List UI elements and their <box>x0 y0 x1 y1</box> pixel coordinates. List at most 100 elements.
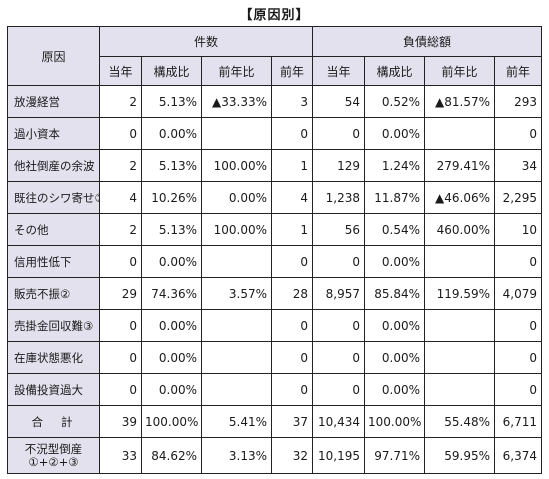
cell-debt-previous: 10 <box>494 213 543 246</box>
header-count-current: 当年 <box>99 56 142 86</box>
cell-count-yoy: 5.41% <box>201 405 272 438</box>
cell-debt-current: 54 <box>312 85 366 118</box>
header-debt-previous: 前年 <box>494 56 543 86</box>
cell-debt-yoy: 59.95% <box>424 437 496 474</box>
cell-debt-previous: 293 <box>494 85 543 118</box>
row-cause-label: 放漫経営 <box>7 85 100 118</box>
cell-count-ratio: 0.00% <box>141 373 202 406</box>
cell-count-yoy <box>201 245 272 278</box>
table-row: 売掛金回収難③ 0 0.00% 0 0 0.00% 0 <box>7 309 543 342</box>
cell-count-ratio: 5.13% <box>141 149 202 182</box>
cell-debt-previous: 6,711 <box>494 405 543 438</box>
cell-count-ratio: 100.00% <box>141 405 202 438</box>
cell-count-previous: 0 <box>270 309 314 342</box>
cell-debt-yoy: ▲81.57% <box>424 85 496 118</box>
cell-debt-ratio: 100.00% <box>364 405 426 438</box>
cell-debt-yoy: 279.41% <box>424 149 496 182</box>
cell-debt-previous: 0 <box>494 341 543 374</box>
cell-count-yoy: 100.00% <box>201 213 272 246</box>
cell-count-yoy <box>201 341 272 374</box>
cell-count-current: 0 <box>99 245 142 278</box>
cell-count-current: 2 <box>99 213 142 246</box>
cell-debt-current: 0 <box>312 373 366 406</box>
cell-count-yoy <box>201 373 272 406</box>
cell-count-current: 39 <box>99 405 142 438</box>
cell-count-previous: 4 <box>270 181 314 214</box>
cell-count-yoy: 3.13% <box>201 437 272 474</box>
table-row: 他社倒産の余波 2 5.13% 100.00% 1 129 1.24% 279.41% 34 <box>7 149 543 182</box>
cell-debt-yoy <box>424 341 496 374</box>
row-cause-label: 売掛金回収難③ <box>7 309 100 342</box>
cell-debt-yoy <box>424 117 496 150</box>
row-cause-label: 過小資本 <box>7 117 100 150</box>
cell-debt-previous: 34 <box>494 149 543 182</box>
cell-debt-ratio: 0.00% <box>364 245 426 278</box>
cell-debt-ratio: 0.00% <box>364 309 426 342</box>
row-cause-label: 設備投資過大 <box>7 373 100 406</box>
cell-count-ratio: 0.00% <box>141 309 202 342</box>
cell-debt-yoy: 460.00% <box>424 213 496 246</box>
header-debt-ratio: 構成比 <box>364 56 426 86</box>
header-cause: 原因 <box>7 26 100 86</box>
table-row: 販売不振② 29 74.36% 3.57% 28 8,957 85.84% 119.59% 4,… <box>7 277 543 310</box>
cell-debt-yoy <box>424 309 496 342</box>
table-row: 合計 39 100.00% 5.41% 37 10,434 100.00% 55.48% 6,7… <box>7 405 543 438</box>
cell-count-ratio: 0.00% <box>141 341 202 374</box>
cell-debt-current: 0 <box>312 341 366 374</box>
cell-debt-ratio: 11.87% <box>364 181 426 214</box>
cell-debt-ratio: 0.00% <box>364 117 426 150</box>
row-cause-label: 既往のシワ寄せ① <box>7 181 100 214</box>
row-cause-label: 販売不振② <box>7 277 100 310</box>
cell-debt-current: 129 <box>312 149 366 182</box>
table-row: 既往のシワ寄せ① 4 10.26% 0.00% 4 1,238 11.87% ▲46.06% 2… <box>7 181 543 214</box>
cell-debt-ratio: 0.00% <box>364 373 426 406</box>
cell-debt-ratio: 0.54% <box>364 213 426 246</box>
cause-breakdown-table: 原因 件数 負債総額 当年 構成比 前年比 前年 当年 構成比 前年比 前年 放… <box>7 26 543 474</box>
table-row: 設備投資過大 0 0.00% 0 0 0.00% 0 <box>7 373 543 406</box>
cell-debt-previous: 0 <box>494 245 543 278</box>
cell-count-ratio: 10.26% <box>141 181 202 214</box>
header-count-group: 件数 <box>98 26 314 57</box>
cell-count-current: 0 <box>99 117 142 150</box>
cell-debt-previous: 2,295 <box>494 181 543 214</box>
cell-count-previous: 28 <box>270 277 314 310</box>
cell-debt-current: 8,957 <box>312 277 366 310</box>
table-row: 信用性低下 0 0.00% 0 0 0.00% 0 <box>7 245 543 278</box>
header-debt-current: 当年 <box>312 56 366 86</box>
cell-count-previous: 32 <box>270 437 314 474</box>
cell-debt-yoy <box>424 373 496 406</box>
cell-count-current: 33 <box>99 437 142 474</box>
cell-count-current: 29 <box>99 277 142 310</box>
header-count-yoy: 前年比 <box>201 56 272 86</box>
row-cause-label: 信用性低下 <box>7 245 100 278</box>
header-count-ratio: 構成比 <box>141 56 202 86</box>
cell-count-current: 0 <box>99 341 142 374</box>
table-row: 不況型倒産 ①+②+③ 33 84.62% 3.13% 32 10,195 97.71% 59.… <box>7 437 543 474</box>
cell-count-current: 2 <box>99 85 142 118</box>
cell-count-current: 4 <box>99 181 142 214</box>
cell-debt-current: 0 <box>312 309 366 342</box>
table-row: 過小資本 0 0.00% 0 0 0.00% 0 <box>7 117 543 150</box>
cell-debt-ratio: 1.24% <box>364 149 426 182</box>
table-row: 放漫経営 2 5.13% ▲33.33% 3 54 0.52% ▲81.57% 293 <box>7 85 543 118</box>
cell-count-ratio: 0.00% <box>141 117 202 150</box>
cell-debt-ratio: 97.71% <box>364 437 426 474</box>
cell-debt-current: 0 <box>312 245 366 278</box>
cell-count-current: 2 <box>99 149 142 182</box>
table-row: その他 2 5.13% 100.00% 1 56 0.54% 460.00% 10 <box>7 213 543 246</box>
cell-debt-current: 10,195 <box>312 437 366 474</box>
table-title: 【原因別】 <box>239 8 310 23</box>
cell-debt-current: 1,238 <box>312 181 366 214</box>
cell-debt-ratio: 0.52% <box>364 85 426 118</box>
cell-count-previous: 1 <box>270 149 314 182</box>
cell-debt-previous: 4,079 <box>494 277 543 310</box>
cell-debt-current: 0 <box>312 117 366 150</box>
cell-debt-previous: 6,374 <box>494 437 543 474</box>
cell-debt-yoy: ▲46.06% <box>424 181 496 214</box>
cell-count-yoy: 0.00% <box>201 181 272 214</box>
cell-debt-previous: 0 <box>494 373 543 406</box>
cell-count-previous: 0 <box>270 117 314 150</box>
cell-count-ratio: 5.13% <box>141 85 202 118</box>
cell-debt-previous: 0 <box>494 117 543 150</box>
cell-count-yoy: 3.57% <box>201 277 272 310</box>
